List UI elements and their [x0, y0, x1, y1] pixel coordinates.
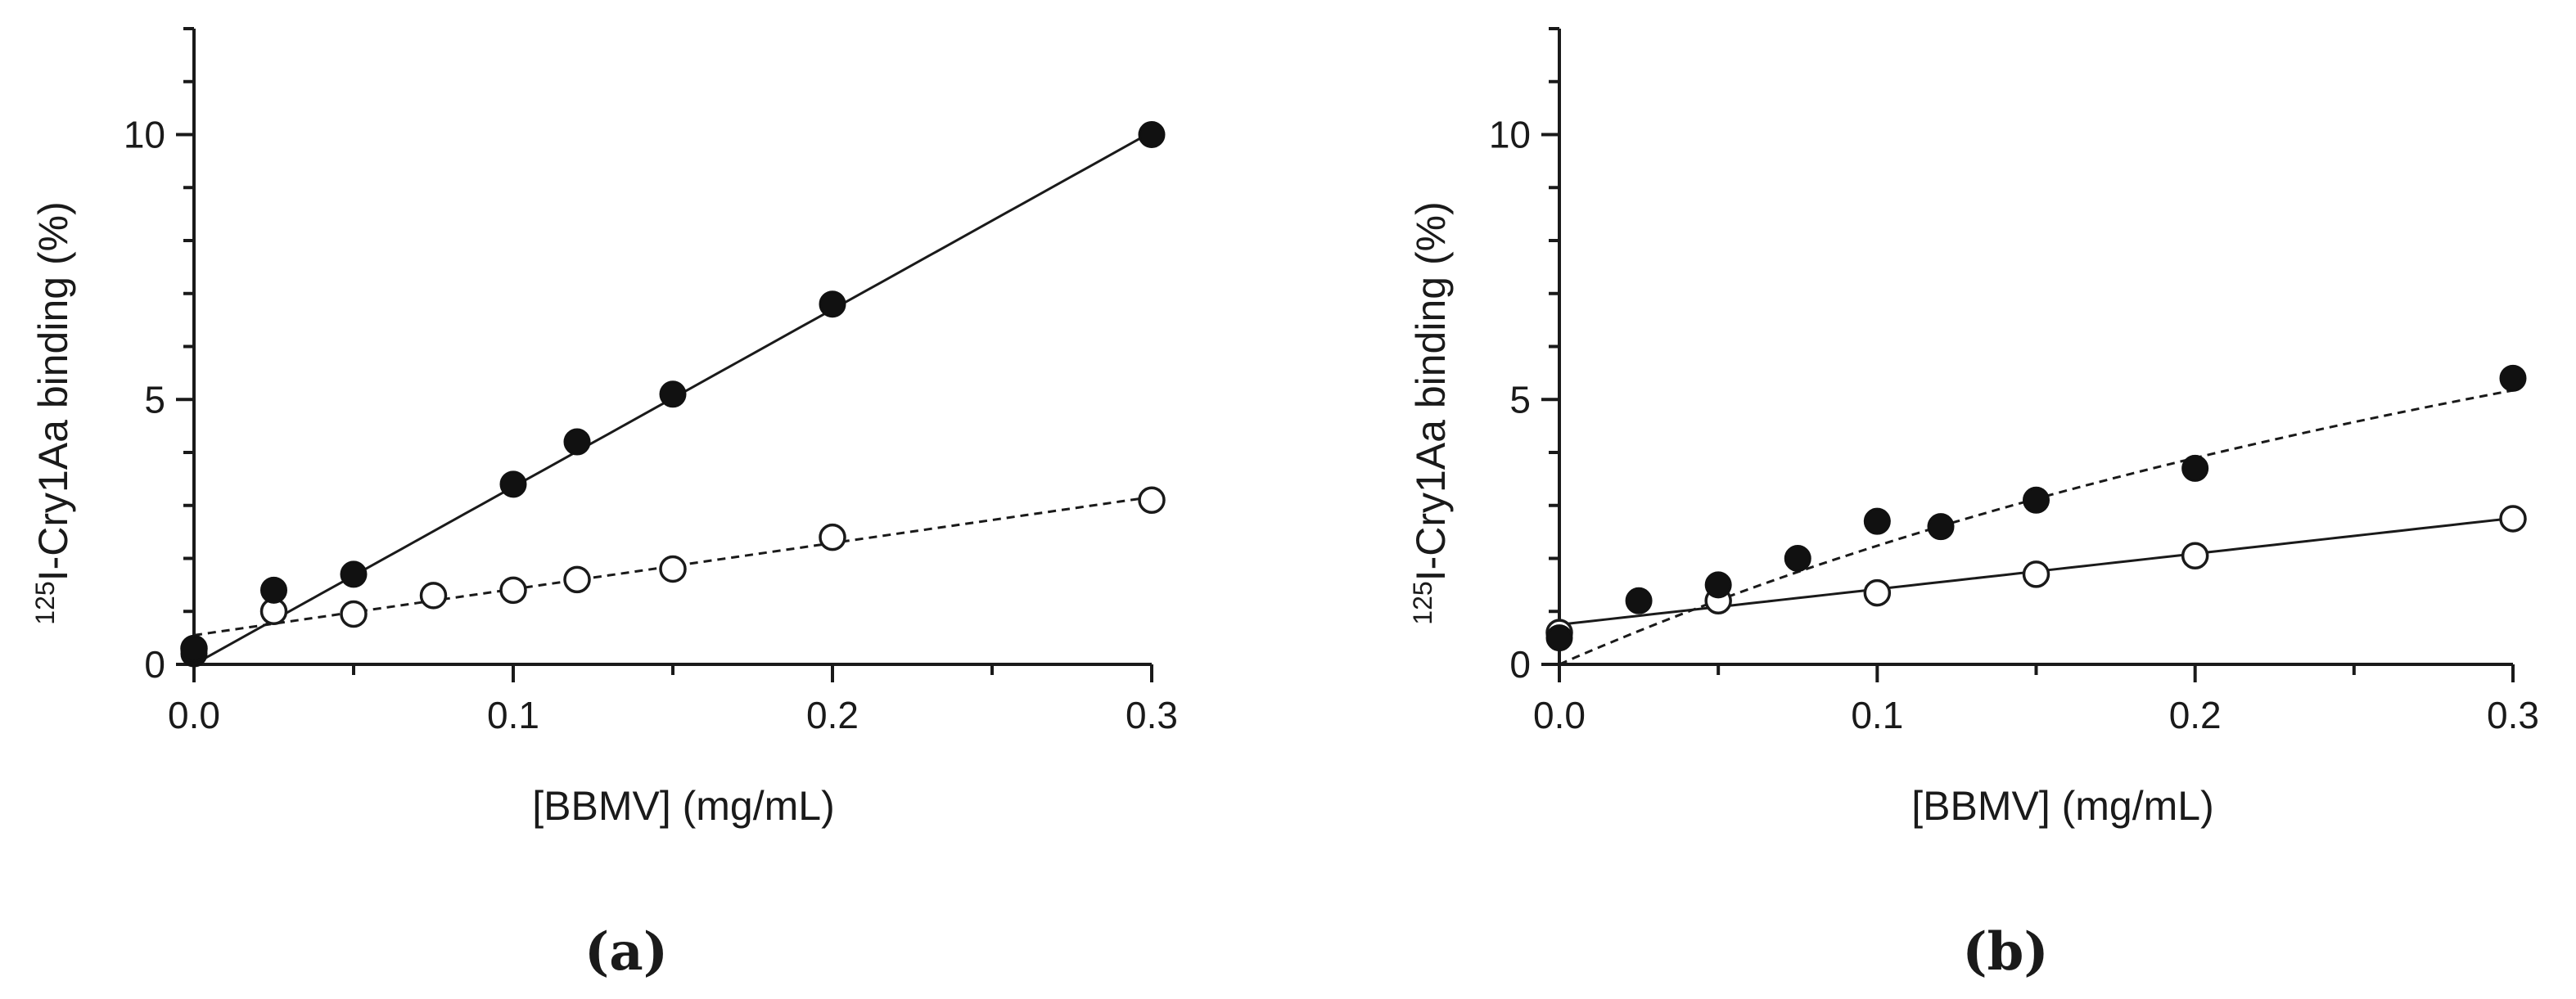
panel-b-filled-point	[2181, 454, 2209, 482]
panel-b-y-tick-label: 0	[1509, 643, 1531, 686]
panel-b-x-tick-label: 0.3	[2487, 694, 2539, 736]
panel-a-open-point	[819, 523, 846, 551]
panel-b-open-point	[2022, 560, 2050, 588]
panel-b-open-point	[1863, 578, 1892, 607]
panel-a-x-tick-label: 0.2	[806, 694, 859, 736]
panel-a-open-point	[659, 555, 687, 583]
panel-a-open-point	[1138, 486, 1166, 515]
panel-b-y-tick-label: 10	[1489, 114, 1531, 156]
panel-a-y-axis-superscript: 125	[30, 581, 60, 624]
panel-b-filled-point	[1704, 571, 1732, 599]
panel-a-y-tick-label: 5	[144, 378, 165, 421]
panel-b-y-axis-superscript: 125	[1408, 581, 1437, 624]
panel-a-filled-point	[260, 576, 287, 604]
panel-b-filled-point	[2023, 486, 2050, 514]
panel-a-y-tick-label: 10	[124, 114, 165, 156]
panel-b-filled-point	[2499, 364, 2527, 392]
panel-a-label: (a)	[584, 921, 668, 983]
panel-b-x-axis-title: [BBMV] (mg/mL)	[1911, 783, 2213, 829]
panel-b-x-tick-label: 0.2	[2169, 694, 2222, 736]
panel-b-y-axis-title: 125I-Cry1Aa binding (%)	[1408, 201, 1454, 624]
panel-a-y-tick-label: 0	[144, 643, 165, 686]
panel-a-open-point	[340, 600, 368, 628]
panel-a-x-tick-label: 0.1	[487, 694, 539, 736]
panel-a-filled-point	[180, 635, 208, 663]
panel-a-filled-point	[340, 560, 368, 588]
panel-a-open-point	[499, 576, 527, 605]
panel-a-filled-point	[819, 290, 846, 318]
panel-b-filled-point	[1927, 513, 1955, 541]
panel-a-filled-point	[499, 470, 527, 498]
panel-b-label: (b)	[1962, 921, 2048, 983]
panel-a-y-axis-title: 125I-Cry1Aa binding (%)	[30, 201, 76, 624]
panel-b-y-tick-label: 5	[1509, 378, 1531, 421]
panel-a-x-tick-label: 0.3	[1126, 694, 1178, 736]
panel-a-chart: 125I-Cry1Aa binding (%) [BBMV] (mg/mL) (…	[30, 27, 1178, 983]
panel-b-y-axis-label: I-Cry1Aa binding (%)	[1408, 201, 1454, 581]
panel-b-x-tick-label: 0.0	[1533, 694, 1586, 736]
panel-a-x-axis-title: [BBMV] (mg/mL)	[532, 783, 834, 829]
panel-b-open-point	[2499, 505, 2527, 533]
panel-b-filled-point	[1863, 507, 1891, 535]
panel-b-filled-fit-line	[1559, 389, 2514, 666]
panel-b-filled-point	[1784, 545, 1811, 572]
panel-b-filled-point	[1545, 624, 1573, 652]
panel-a-filled-point	[1138, 121, 1166, 148]
panel-b-filled-point	[1625, 587, 1653, 614]
panel-b-x-tick-label: 0.1	[1851, 694, 1903, 736]
panel-a-open-point	[563, 565, 591, 594]
panel-b-open-point	[2181, 542, 2209, 570]
panel-a-open-point	[419, 582, 448, 610]
panel-b-chart: 125I-Cry1Aa binding (%) [BBMV] (mg/mL) (…	[1408, 27, 2539, 983]
panel-a-y-axis-label: I-Cry1Aa binding (%)	[30, 201, 76, 581]
panel-a-filled-point	[659, 380, 687, 408]
panel-a-x-tick-label: 0.0	[168, 694, 220, 736]
panel-a-filled-point	[563, 428, 591, 456]
